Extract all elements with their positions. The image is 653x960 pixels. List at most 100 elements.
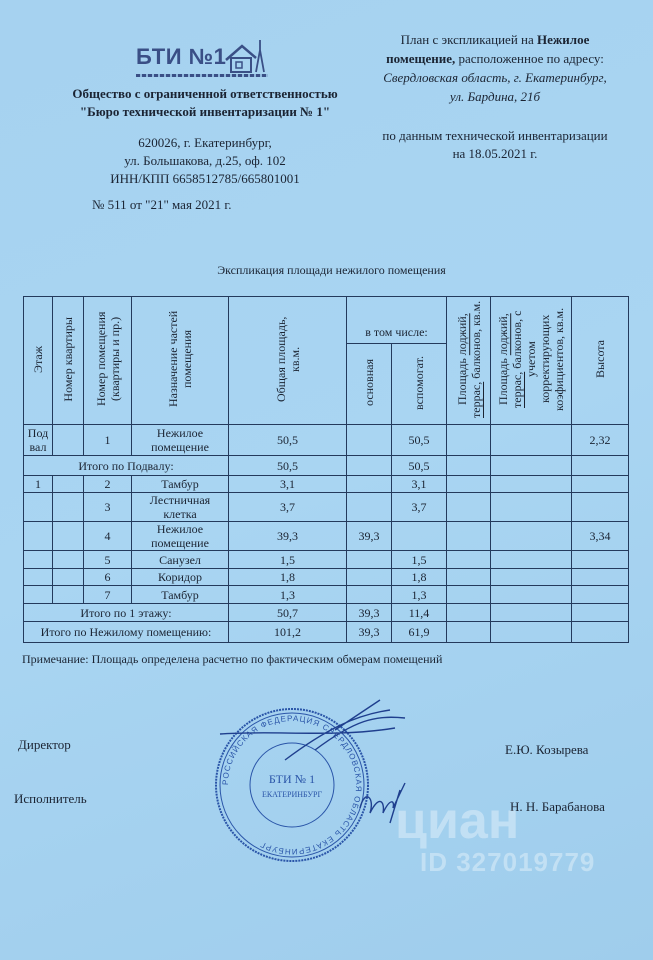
cell-loggia-coef (490, 492, 572, 522)
header-text: Площадь (496, 355, 510, 405)
executor-label: Исполнитель (14, 791, 87, 806)
cell-apartment (52, 492, 84, 522)
cell-aux: 3,1 (391, 475, 447, 493)
org-line: Общество с ограниченной ответственностью (72, 86, 338, 101)
header-text: балконов, кв.м. (468, 300, 483, 382)
explication-table: Этаж Номер квартиры Номер помещения (ква… (23, 296, 629, 643)
cell-main (346, 568, 392, 586)
cell-apartment (52, 550, 84, 569)
cell-purpose: Санузел (131, 550, 229, 569)
plan-object-type-2: помещение, (386, 51, 456, 66)
cell-main (346, 550, 392, 569)
document-number: № 511 от "21" мая 2021 г. (92, 197, 232, 212)
director-name: Е.Ю. Козырева (505, 742, 589, 757)
cell-room-number: 6 (83, 568, 132, 586)
cell-total: 1,3 (228, 585, 347, 604)
cell-height (571, 492, 629, 522)
org-line: "Бюро технической инвентаризации № 1" (79, 104, 331, 119)
cell-aux: 50,5 (391, 424, 447, 456)
header-text: лоджий, (496, 313, 510, 356)
cell-height (571, 455, 629, 476)
inn-kpp: ИНН/КПП 6658512785/665801001 (110, 171, 300, 186)
cell-loggia-coef (490, 550, 572, 569)
executor-signature (359, 782, 406, 824)
cell-main: 39,3 (346, 603, 392, 622)
cell-purpose: Коридор (131, 568, 229, 586)
cell-purpose: Лестничная клетка (131, 492, 229, 522)
table-row: 4 Нежилое помещение 39,3 39,3 3,34 (23, 521, 629, 551)
cell-floor (23, 568, 53, 586)
col-room-number: Номер помещения (квартиры и пр.) (83, 296, 132, 425)
cell-apartment (52, 568, 84, 586)
cell-loggia (446, 621, 491, 643)
table-row: 3 Лестничная клетка 3,7 3,7 (23, 492, 629, 522)
summary-label: Итого по Нежилому помещению: (23, 621, 229, 643)
cell-loggia (446, 521, 491, 551)
col-total-area: Общая площадь, кв.м. (228, 296, 347, 425)
director-label: Директор (18, 737, 71, 752)
col-aux: вспомогат. (391, 343, 447, 425)
cell-apartment (52, 521, 84, 551)
cell-loggia (446, 455, 491, 476)
organization-name: Общество с ограниченной ответственностью… (50, 85, 360, 121)
cell-loggia-coef (490, 521, 572, 551)
cell-loggia-coef (490, 424, 572, 456)
table-row: 1 2 Тамбур 3,1 3,1 (23, 475, 629, 493)
cell-apartment (52, 424, 84, 456)
cell-purpose: Нежилое помещение (131, 424, 229, 456)
executor-name: Н. Н. Барабанова (510, 799, 605, 814)
header-text: основная (362, 359, 376, 406)
cell-aux: 1,8 (391, 568, 447, 586)
table-body: Под вал 1 Нежилое помещение 50,5 50,5 2,32 Ито… (23, 424, 629, 643)
col-floor: Этаж (23, 296, 53, 425)
col-purpose: Назначение частей помещения (131, 296, 229, 425)
cell-loggia (446, 492, 491, 522)
cell-floor: Под вал (23, 424, 53, 456)
col-loggia-area: Площадь лоджий, террас, балконов, кв.м. (446, 296, 491, 425)
cell-purpose: Нежилое помещение (131, 521, 229, 551)
director-signature (219, 699, 406, 761)
cell-total: 3,1 (228, 475, 347, 493)
summary-row: Итого по Нежилому помещению: 101,2 39,3 61,… (23, 621, 629, 643)
cell-height (571, 603, 629, 622)
header-text: Площадь (454, 355, 469, 405)
cell-apartment (52, 585, 84, 604)
cell-aux: 1,5 (391, 550, 447, 569)
cell-loggia-coef (490, 603, 572, 622)
cell-aux: 1,3 (391, 585, 447, 604)
cell-aux: 61,9 (391, 621, 447, 643)
cell-loggia (446, 424, 491, 456)
cell-aux (391, 521, 447, 551)
cell-room-number: 4 (83, 521, 132, 551)
cell-apartment (52, 475, 84, 493)
header-text: Номер квартиры (61, 316, 75, 402)
header-text: Назначение частей помещения (166, 310, 194, 408)
col-loggia-area-coef: Площадь лоджий, террас, балконов, с учет… (490, 296, 572, 425)
cell-room-number: 5 (83, 550, 132, 569)
logo-underline (136, 74, 268, 77)
cell-total: 39,3 (228, 521, 347, 551)
cell-main: 39,3 (346, 621, 392, 643)
cell-main (346, 492, 392, 522)
summary-label: Итого по 1 этажу: (23, 603, 229, 622)
inventory-line: по данным технической инвентаризации (382, 128, 608, 143)
cell-floor (23, 521, 53, 551)
table-row: 7 Тамбур 1,3 1,3 (23, 585, 629, 604)
cell-purpose: Тамбур (131, 585, 229, 604)
summary-row: Итого по 1 этажу: 50,7 39,3 11,4 (23, 603, 629, 622)
cell-loggia-coef (490, 585, 572, 604)
inventory-date-value: на 18.05.2021 г. (452, 146, 538, 161)
cell-loggia (446, 585, 491, 604)
address-line: 620026, г. Екатеринбург, (138, 135, 272, 150)
house-icon (225, 40, 265, 73)
cell-height (571, 550, 629, 569)
organization-address: 620026, г. Екатеринбург, ул. Большакова,… (70, 134, 340, 188)
plan-heading: План с экспликацией на Нежилое помещение… (350, 30, 640, 106)
cell-floor (23, 492, 53, 522)
cell-main (346, 455, 392, 476)
header-text: Высота (593, 340, 607, 378)
header-text: террас, (510, 371, 524, 408)
header-text: Этаж (31, 345, 45, 373)
table-row: 6 Коридор 1,8 1,8 (23, 568, 629, 586)
object-address: Свердловская область, г. Екатеринбург, (383, 70, 607, 85)
